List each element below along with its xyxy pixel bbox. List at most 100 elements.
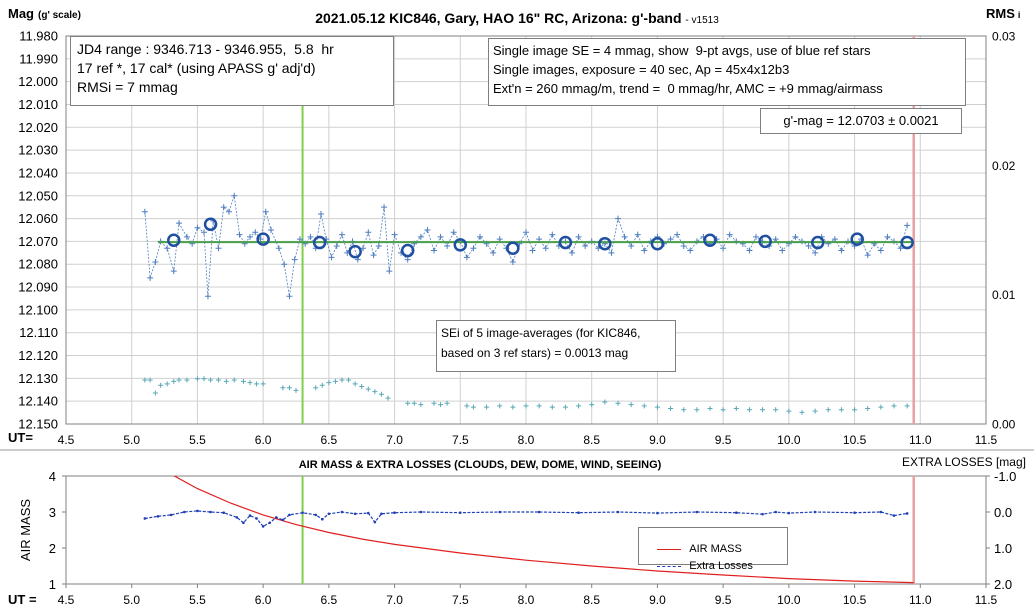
top-x-tick-label: 4.5 [58,433,75,447]
marks [141,36,915,584]
average-point [558,235,573,250]
sei-point [497,403,503,409]
extra-losses-point [458,511,462,515]
average-point [811,235,825,250]
sei-point [444,400,450,406]
average-point [400,243,415,258]
top-x-tick-label: 10.5 [843,433,867,447]
single-point [365,229,372,236]
single-point [779,247,786,254]
sei-point [549,404,555,410]
legend-losses-label: Extra Losses [689,560,753,572]
extra-losses-point [813,510,817,514]
top-y-tick-label: 11.980 [19,29,58,44]
top-y-axis-label: Mag (g' scale) [8,6,81,21]
params-line-3: Ext'n = 260 mmag/m, trend = 0 mmag/hr, A… [493,81,883,96]
top-x-tick-label: 9.5 [715,433,732,447]
single-point [220,204,227,211]
sei-point [878,404,884,410]
sei-point [247,380,253,386]
single-point [360,245,367,252]
single-point [523,229,529,236]
single-point [444,242,451,249]
sei-point [405,400,411,406]
sei-point [681,407,687,413]
single-point [170,268,177,275]
bottom-y2-tick-label: -1.0 [994,469,1016,484]
sei-point [510,404,516,410]
average-point [506,241,520,256]
top-y-tick-label: 12.020 [18,120,58,135]
bottom-x-tick-label: 8.5 [583,593,600,607]
bottom-y-tick-label: 3 [49,505,56,520]
top-x-tick-label: 5.5 [189,433,206,447]
average-point [312,235,327,250]
single-point [262,208,269,215]
top-x-tick-label: 10.0 [777,433,801,447]
sei-point [152,390,158,396]
bottom-x-tick-label: 11.0 [909,593,932,607]
extra-losses-point [156,515,160,518]
single-point [424,227,431,233]
extra-losses-point [734,511,738,515]
single-point [897,245,904,252]
bottom-y2-tick-label: 2.0 [994,577,1012,592]
sei-point [746,407,752,413]
sei-point [628,402,634,408]
top-x-tick-label: 5.0 [123,433,140,447]
top-y-tick-label: 12.070 [18,234,58,249]
single-point [470,245,477,252]
sei-point [171,378,177,384]
sei-point [773,407,779,413]
extra-losses-point [169,513,173,517]
bottom-x-tick-label: 8.0 [518,593,535,607]
sei-point [562,404,568,410]
single-point [339,231,345,238]
sei-point [418,402,424,408]
single-point [877,247,884,254]
sei-point [694,407,700,413]
legend-losses-swatch [657,565,682,567]
bottom-x-tick-label: 9.0 [649,593,666,607]
single-point [838,247,845,254]
single-point [542,245,549,252]
sei-point [194,376,200,382]
bottom-x-axis-label: UT = [8,592,37,607]
single-point [490,249,497,256]
single-point [247,233,253,240]
extra-losses-point [340,510,344,514]
top-y2-axis-label-suffix: i [1018,10,1021,20]
sei-point [158,382,164,388]
single-point [333,242,340,249]
sei-point [280,385,286,391]
legend-airmass-label: AIR MASS [689,543,742,555]
single-point [687,247,694,254]
bottom-x-tick-label: 4.5 [58,593,75,607]
extra-losses-point [274,516,278,519]
single-point [549,231,556,238]
top-y-tick-label: 12.080 [18,257,58,272]
sei-box: SEi of 5 image-averages (for KIC846, bas… [436,320,676,372]
single-point [792,233,799,240]
top-y-axis-label-suffix: (g' scale) [38,10,81,21]
single-point [252,229,259,236]
bottom-x-tick-label: 9.5 [715,593,732,607]
single-point [375,242,382,249]
bottom-x-tick-label: 5.0 [123,593,140,607]
single-point [582,242,589,249]
single-point [391,231,398,238]
single-point [569,249,575,256]
single-point [628,242,635,249]
sei-point [260,381,266,387]
extra-losses-point [695,510,699,514]
extra-losses-point [182,510,186,514]
sei-point [838,407,844,413]
average-point [348,244,362,259]
average-point [703,233,717,248]
sei-point [470,404,476,410]
sei-point [231,377,237,383]
top-y-tick-label: 12.110 [19,325,58,340]
sei-point [484,404,490,410]
extra-losses-point [380,512,383,516]
top-y-tick-label: 12.130 [18,371,58,386]
